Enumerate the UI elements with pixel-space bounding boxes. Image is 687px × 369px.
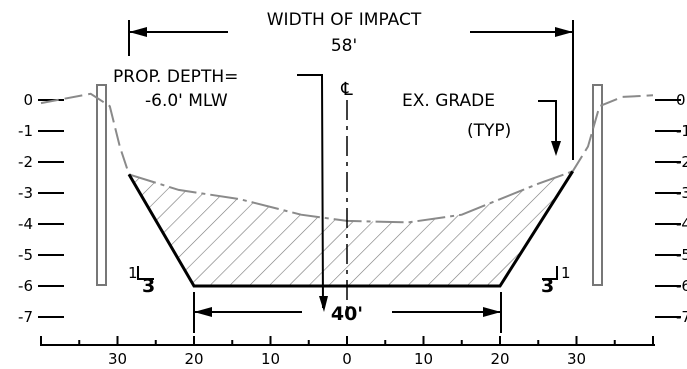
impact-arrow-right	[555, 27, 573, 37]
right-tick-label: -6	[676, 277, 687, 295]
station-label: 20	[184, 350, 203, 368]
left-tick-label: -6	[18, 277, 33, 295]
left-bulkhead	[96, 84, 107, 286]
left-depth-axis: 0 -1 -2 -3 -4 -5 -6 -7	[18, 91, 64, 326]
left-tick-label: -1	[18, 122, 33, 140]
existing-grade-right-outer	[571, 94, 654, 172]
ex-grade-label-line1: EX. GRADE	[402, 91, 495, 111]
right-slope-v: 1	[561, 264, 571, 282]
ex-grade-arrow	[551, 141, 561, 156]
left-slope-h: 1	[128, 264, 138, 282]
impact-arrow-left	[129, 27, 147, 37]
station-label: 0	[342, 350, 352, 368]
right-tick-label: -2	[676, 153, 687, 171]
bottom-width-label: 40'	[331, 303, 363, 325]
station-label: 30	[108, 350, 127, 368]
width-of-impact-label: WIDTH OF IMPACT	[267, 10, 422, 30]
left-tick-label: 0	[23, 91, 33, 109]
prop-depth-label-line2: -6.0' MLW	[145, 91, 228, 111]
right-tick-label: -4	[676, 215, 687, 233]
station-label: 10	[414, 350, 433, 368]
right-depth-axis: 0 -1 -2 -3 -4 -5 -6 -7	[655, 91, 687, 326]
right-tick-label: -1	[676, 122, 687, 140]
right-tick-label: 0	[676, 91, 686, 109]
prop-depth-label-line1: PROP. DEPTH=	[113, 67, 238, 87]
station-label: 20	[490, 350, 509, 368]
left-tick-label: -7	[18, 308, 33, 326]
prop-depth-leader	[297, 74, 324, 309]
existing-grade-line	[128, 170, 574, 224]
right-tick-label: -7	[676, 308, 687, 326]
width-of-impact-dimension: WIDTH OF IMPACT 58'	[128, 10, 574, 160]
left-slope-v: 3	[142, 275, 155, 297]
bottom-width-dimension: 40'	[193, 292, 502, 333]
width-of-impact-value: 58'	[331, 36, 357, 56]
left-slope-bracket	[137, 266, 154, 280]
centerline-symbol: ℄	[340, 79, 353, 100]
left-tick-label: -5	[18, 246, 33, 264]
prop-depth-arrow	[319, 296, 328, 312]
left-tick-label: -4	[18, 215, 33, 233]
bottom-arrow-left	[194, 307, 212, 317]
right-slope-bracket	[542, 266, 558, 280]
right-tick-label: -3	[676, 184, 687, 202]
left-tick-label: -2	[18, 153, 33, 171]
station-axis: 30 20 10 0 10 20 30	[40, 336, 655, 368]
left-slope-ratio: 1 3	[128, 264, 155, 297]
bottom-arrow-right	[483, 307, 501, 317]
right-slope-ratio: 3 1	[541, 264, 571, 297]
ex-grade-leader	[538, 100, 557, 148]
station-label: 10	[261, 350, 280, 368]
existing-grade-left-outer	[40, 92, 130, 175]
right-tick-label: -5	[676, 246, 687, 264]
right-slope-h: 3	[541, 275, 554, 297]
left-tick-label: -3	[18, 184, 33, 202]
station-label: 30	[567, 350, 586, 368]
ex-grade-label-line2: (TYP)	[467, 121, 511, 141]
right-bulkhead	[592, 84, 603, 286]
